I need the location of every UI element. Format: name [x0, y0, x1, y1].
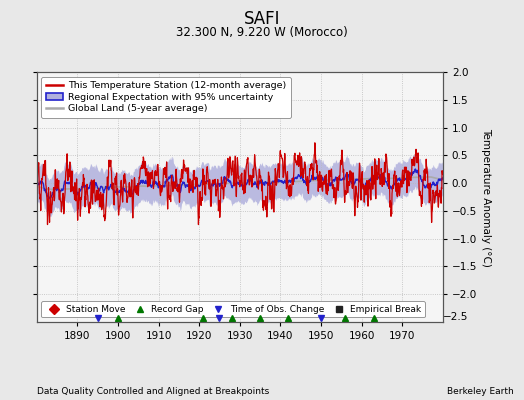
Text: Berkeley Earth: Berkeley Earth [447, 387, 514, 396]
Text: 32.300 N, 9.220 W (Morocco): 32.300 N, 9.220 W (Morocco) [176, 26, 348, 39]
Y-axis label: Temperature Anomaly (°C): Temperature Anomaly (°C) [482, 128, 492, 266]
Legend: Station Move, Record Gap, Time of Obs. Change, Empirical Break: Station Move, Record Gap, Time of Obs. C… [41, 301, 425, 318]
Text: −2.5: −2.5 [443, 312, 468, 322]
Text: Data Quality Controlled and Aligned at Breakpoints: Data Quality Controlled and Aligned at B… [37, 387, 269, 396]
Text: SAFI: SAFI [244, 10, 280, 28]
